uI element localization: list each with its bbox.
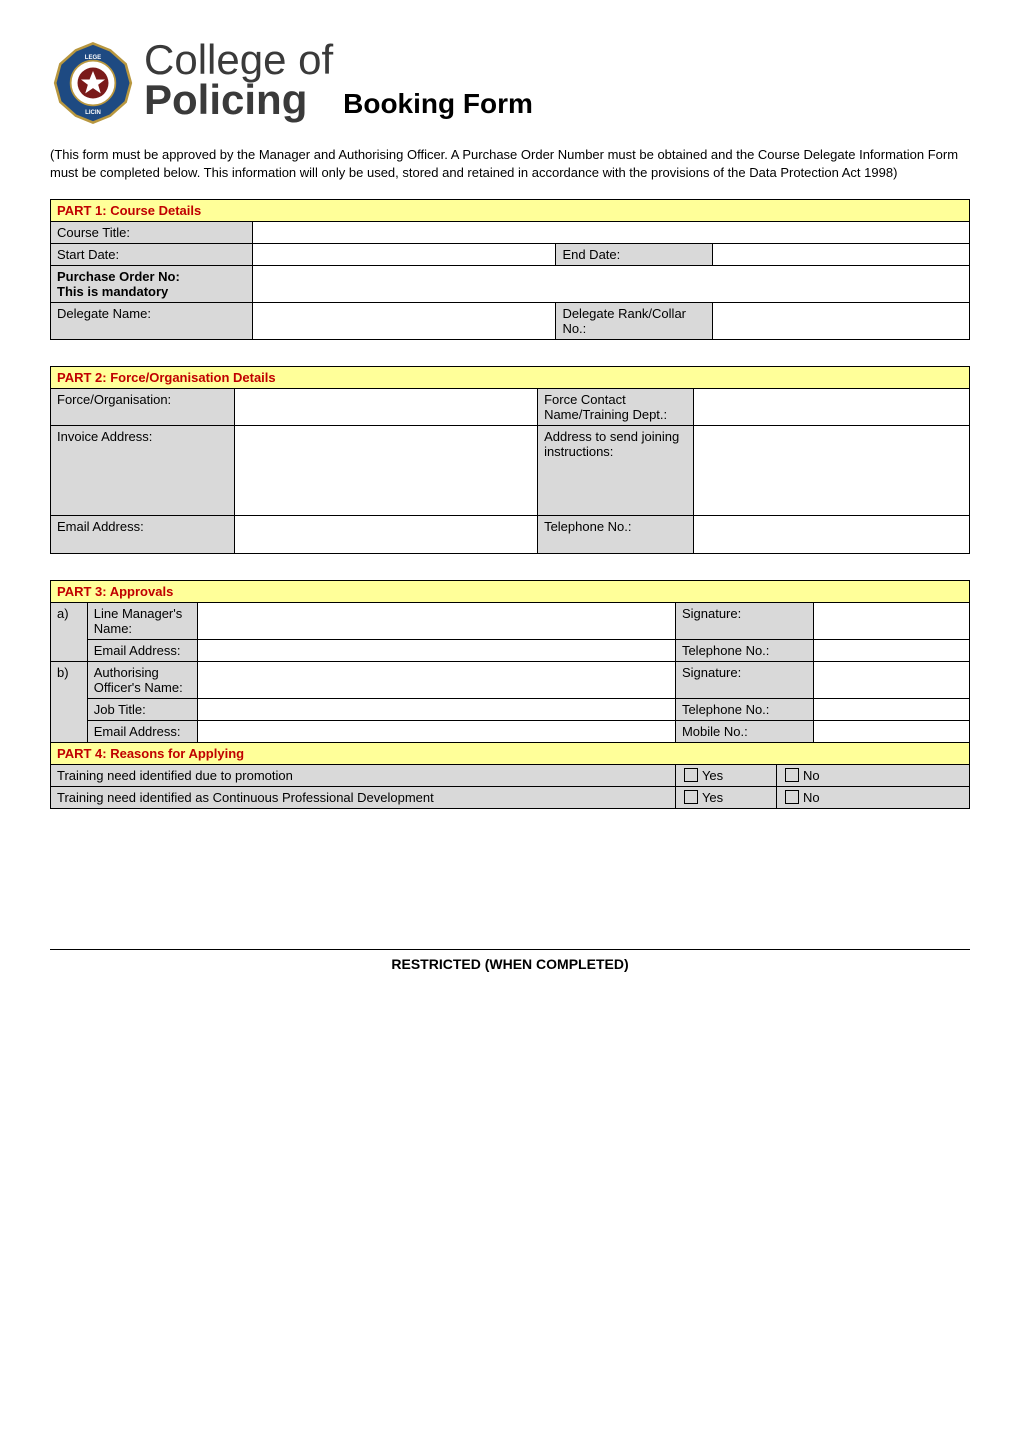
no-label: No (803, 768, 820, 783)
page-title: Booking Form (343, 88, 533, 126)
footer-text: RESTRICTED (WHEN COMPLETED) (50, 956, 970, 972)
no-label: No (803, 790, 820, 805)
p3b-signature-field[interactable] (813, 662, 969, 699)
p2-telephone-label: Telephone No.: (538, 516, 694, 554)
force-org-label: Force/Organisation: (51, 389, 235, 426)
p3a-signature-field[interactable] (813, 603, 969, 640)
part2-heading: PART 2: Force/Organisation Details (51, 367, 970, 389)
cpd-question: Training need identified as Continuous P… (51, 787, 676, 809)
college-badge-icon: LEGE LICIN (50, 40, 136, 126)
logo-text: College of Policing (144, 40, 333, 120)
p3b-signature-label: Signature: (675, 662, 813, 699)
start-date-field[interactable] (253, 244, 556, 266)
p3a-telephone-field[interactable] (813, 640, 969, 662)
force-contact-label: Force Contact Name/Training Dept.: (538, 389, 694, 426)
p2-telephone-field[interactable] (694, 516, 970, 554)
delegate-rank-label: Delegate Rank/Collar No.: (556, 303, 712, 340)
checkbox-icon[interactable] (785, 790, 799, 804)
promotion-question: Training need identified due to promotio… (51, 765, 676, 787)
part3-heading: PART 3: Approvals (51, 581, 970, 603)
po-number-field[interactable] (253, 266, 970, 303)
joining-instructions-field[interactable] (694, 426, 970, 516)
delegate-rank-field[interactable] (712, 303, 969, 340)
checkbox-icon[interactable] (684, 790, 698, 804)
po-number-label: Purchase Order No: This is mandatory (51, 266, 253, 303)
p3b-email-field[interactable] (198, 721, 676, 743)
svg-text:LEGE: LEGE (85, 55, 101, 61)
end-date-field[interactable] (712, 244, 969, 266)
p2-email-label: Email Address: (51, 516, 235, 554)
part4-heading: PART 4: Reasons for Applying (51, 743, 970, 765)
p3a-email-field[interactable] (198, 640, 676, 662)
po-label-line1: Purchase Order No: (57, 269, 180, 284)
svg-text:LICIN: LICIN (85, 110, 101, 116)
line-manager-label: Line Manager's Name: (87, 603, 197, 640)
auth-officer-field[interactable] (198, 662, 676, 699)
start-date-label: Start Date: (51, 244, 253, 266)
part2-table: PART 2: Force/Organisation Details Force… (50, 366, 970, 554)
p3b-telephone-field[interactable] (813, 699, 969, 721)
invoice-address-label: Invoice Address: (51, 426, 235, 516)
p2-email-field[interactable] (234, 516, 537, 554)
intro-paragraph: (This form must be approved by the Manag… (50, 146, 970, 181)
footer-divider (50, 949, 970, 950)
p3-a-label: a) (51, 603, 88, 662)
force-contact-field[interactable] (694, 389, 970, 426)
part1-table: PART 1: Course Details Course Title: Sta… (50, 199, 970, 340)
p3-b-label: b) (51, 662, 88, 743)
checkbox-icon[interactable] (785, 768, 799, 782)
promotion-no-cell[interactable]: No (777, 765, 970, 787)
part1-heading: PART 1: Course Details (51, 200, 970, 222)
joining-instructions-label: Address to send joining instructions: (538, 426, 694, 516)
checkbox-icon[interactable] (684, 768, 698, 782)
document-header: LEGE LICIN College of Policing Booking F… (50, 40, 970, 126)
job-title-field[interactable] (198, 699, 676, 721)
cpd-no-cell[interactable]: No (777, 787, 970, 809)
p3a-telephone-label: Telephone No.: (675, 640, 813, 662)
job-title-label: Job Title: (87, 699, 197, 721)
logo-line1: College of (144, 40, 333, 80)
mobile-field[interactable] (813, 721, 969, 743)
auth-officer-label: Authorising Officer's Name: (87, 662, 197, 699)
p3b-email-label: Email Address: (87, 721, 197, 743)
po-label-line2: This is mandatory (57, 284, 168, 299)
yes-label: Yes (702, 790, 723, 805)
promotion-yes-cell[interactable]: Yes (675, 765, 776, 787)
part3-table: PART 3: Approvals a) Line Manager's Name… (50, 580, 970, 809)
end-date-label: End Date: (556, 244, 712, 266)
cpd-yes-cell[interactable]: Yes (675, 787, 776, 809)
logo-block: LEGE LICIN College of Policing (50, 40, 333, 126)
invoice-address-field[interactable] (234, 426, 537, 516)
mobile-label: Mobile No.: (675, 721, 813, 743)
logo-line2: Policing (144, 80, 333, 120)
delegate-name-field[interactable] (253, 303, 556, 340)
course-title-field[interactable] (253, 222, 970, 244)
course-title-label: Course Title: (51, 222, 253, 244)
line-manager-field[interactable] (198, 603, 676, 640)
delegate-name-label: Delegate Name: (51, 303, 253, 340)
force-org-field[interactable] (234, 389, 537, 426)
p3a-signature-label: Signature: (675, 603, 813, 640)
p3b-telephone-label: Telephone No.: (675, 699, 813, 721)
p3a-email-label: Email Address: (87, 640, 197, 662)
yes-label: Yes (702, 768, 723, 783)
